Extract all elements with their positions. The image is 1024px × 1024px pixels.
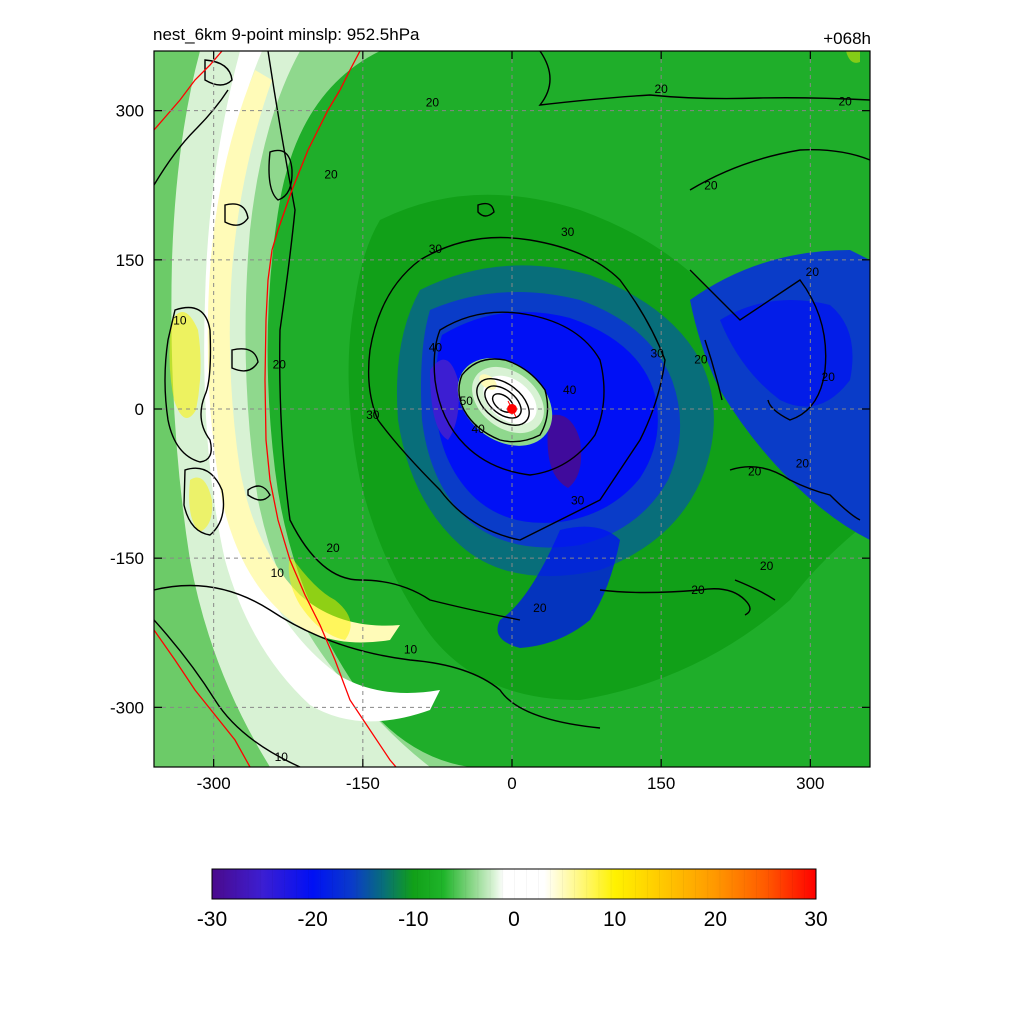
red-line-main	[264, 51, 397, 767]
contour-20-s	[599, 588, 751, 616]
contour-small-1	[268, 149, 293, 201]
colorbar-ticks: -30 -20 -10 0 10 20 30	[197, 908, 828, 931]
contour-small-2	[224, 203, 249, 226]
colorbar-tick-label: 20	[704, 908, 727, 931]
storm-center-marker	[507, 400, 517, 418]
plot-area: 20 20 20 20 20 30 30 20 10 40 30 20 20 50 40 20 30 40 20 20…	[153, 50, 871, 768]
chart-title: nest_6km 9-point minslp: 952.5hPa	[153, 25, 420, 44]
contour-20-north	[538, 51, 870, 106]
x-tick-label: -300	[197, 774, 231, 793]
y-tick-label: -150	[110, 549, 144, 568]
y-axis: 300 150 0 -150 -300	[110, 102, 870, 717]
contour-label: 20	[806, 265, 820, 279]
contour-label: 20	[694, 352, 708, 366]
contour-label: 20	[654, 82, 668, 96]
contour-10-corner	[154, 619, 301, 767]
contour-label: 20	[822, 370, 836, 384]
colorbar-tick-label: 0	[508, 908, 520, 931]
y-tick-label: 150	[116, 251, 144, 270]
contour-label: 20	[691, 583, 705, 597]
yellow-spot-1	[169, 312, 201, 418]
colorbar-tick-label: -30	[197, 908, 227, 931]
y-tick-label: 0	[135, 400, 144, 419]
colorbar: -30 -20 -10 0 10 20 30	[197, 868, 828, 931]
yellow-spot-2	[189, 477, 213, 532]
colorbar-tick-label: 30	[804, 908, 827, 931]
contours	[154, 51, 870, 767]
east-blue-core	[720, 300, 853, 407]
purple-patch-1	[430, 359, 459, 440]
contour-small-5	[477, 202, 495, 217]
contour-10-west	[164, 306, 212, 463]
y-tick-label: -300	[110, 698, 144, 717]
y-tick-label: 300	[116, 102, 144, 121]
contour-label: 20	[426, 96, 440, 110]
contour-small-3	[231, 348, 259, 372]
contour-10-west-2	[183, 467, 225, 536]
contour-50	[458, 358, 549, 443]
contour-small-6	[247, 485, 271, 501]
contour-label: 10	[173, 313, 187, 327]
shaded-field	[154, 51, 870, 767]
contour-label: 30	[561, 225, 575, 239]
contour-20-west	[267, 51, 521, 621]
outer-green-west	[154, 51, 270, 767]
contour-label: 50	[460, 394, 474, 408]
colorbar-steps	[212, 869, 816, 899]
yellow-spot-3	[288, 555, 351, 640]
yellow-spot-4	[846, 51, 860, 63]
contour-30-outer	[367, 236, 666, 541]
contour-label: 30	[571, 493, 585, 507]
contour-label: 10	[275, 750, 289, 764]
storm-center-tick	[507, 400, 517, 418]
x-axis: -300 -150 0 150 300	[197, 51, 825, 793]
contour-label: 20	[533, 601, 547, 615]
x-tick-label: 150	[647, 774, 675, 793]
colorbar-tick-label: 10	[603, 908, 626, 931]
contour-label: 20	[324, 167, 338, 181]
contour-40	[433, 311, 605, 476]
contour-label: 40	[563, 383, 577, 397]
contour-70	[484, 385, 522, 419]
contour-label: 20	[273, 357, 287, 371]
contour-20-se	[729, 465, 861, 521]
contour-label: 10	[271, 566, 285, 580]
contour-60	[476, 378, 530, 426]
contour-label: 20	[760, 559, 774, 573]
contour-label: 30	[366, 408, 380, 422]
contour-20-s2	[734, 579, 776, 601]
red-line-sw	[154, 629, 251, 767]
colorbar-tick-label: -20	[297, 908, 327, 931]
purple-patch-2	[547, 414, 582, 488]
contour-20-e2	[704, 339, 723, 401]
white-band	[154, 51, 440, 722]
contour-label: 20	[838, 95, 852, 109]
contour-small-4	[204, 59, 233, 86]
contour-label: 30	[651, 346, 665, 360]
x-tick-label: 300	[796, 774, 824, 793]
contour-label: 40	[429, 340, 443, 354]
x-tick-label: 0	[507, 774, 516, 793]
contour-label: 30	[429, 242, 443, 256]
contour-20-ne	[689, 149, 870, 191]
contour-label: 20	[748, 465, 762, 479]
forecast-hour: +068h	[823, 29, 871, 48]
south-blue-tongue	[497, 526, 620, 648]
contour-labels: 20 20 20 20 20 30 30 20 10 40 30 20 20 50 40 20 30 40 20 20…	[173, 82, 852, 764]
contour-label: 20	[326, 541, 340, 555]
contour-10-sw	[154, 584, 601, 729]
contour-label: 20	[796, 457, 810, 471]
contour-nw-arc	[154, 89, 229, 186]
contour-label: 20	[704, 178, 718, 192]
contour-20-e	[689, 269, 827, 421]
x-tick-label: -150	[346, 774, 380, 793]
contour-label: 10	[404, 643, 418, 657]
contour-label: 40	[472, 422, 486, 436]
colorbar-frame	[211, 868, 817, 900]
colorbar-tick-label: -10	[398, 908, 428, 931]
